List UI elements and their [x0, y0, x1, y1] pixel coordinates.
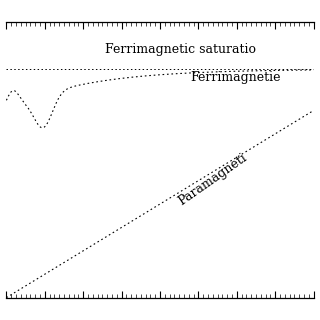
Text: Paramagneti: Paramagneti	[175, 151, 249, 208]
Text: Ferrimagnetie: Ferrimagnetie	[191, 71, 281, 84]
Text: Ferrimagnetic saturatio: Ferrimagnetic saturatio	[105, 44, 256, 56]
